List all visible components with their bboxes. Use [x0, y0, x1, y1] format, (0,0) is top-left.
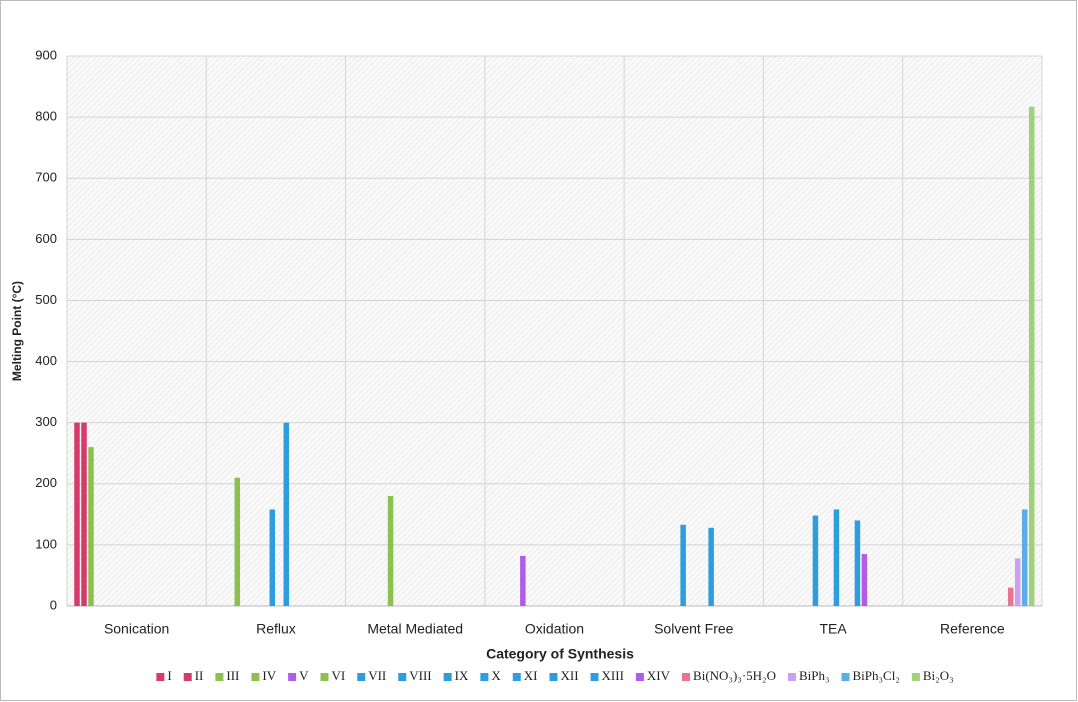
- bar: [854, 520, 861, 606]
- bar: [520, 555, 526, 606]
- legend-swatch: [512, 673, 521, 681]
- legend-swatch: [357, 673, 366, 681]
- plot-area: [67, 56, 1042, 606]
- legend-label: BiPh₃Cl₂: [853, 668, 900, 683]
- legend-label: VIII: [409, 668, 431, 683]
- legend-swatch: [635, 673, 644, 681]
- y-tick-label: 400: [35, 353, 57, 368]
- x-axis-title: Category of Synthesis: [486, 646, 634, 662]
- bar: [1007, 587, 1014, 606]
- legend-swatch: [841, 673, 850, 681]
- legend-swatch: [549, 673, 558, 681]
- bar: [1028, 106, 1035, 606]
- legend-swatch: [590, 673, 599, 681]
- legend-label: V: [299, 668, 309, 683]
- legend-swatch: [443, 673, 452, 681]
- legend: I II III IV V VI VII VIII IX X XI XII XIII XIV Bi(NO₃)…: [156, 668, 954, 683]
- legend-swatch: [480, 673, 489, 681]
- x-tick-label: Reference: [940, 621, 1005, 637]
- legend-swatch: [320, 673, 329, 681]
- bar: [680, 524, 686, 606]
- y-tick-label: 900: [35, 47, 57, 62]
- legend-label: Bi(NO₃)₃·5H₂O: [693, 668, 776, 683]
- legend-label: VI: [332, 668, 346, 683]
- legend-label: II: [195, 668, 204, 683]
- bar: [81, 422, 87, 606]
- bar: [1021, 509, 1028, 606]
- legend-swatch: [183, 673, 192, 681]
- y-tick-label: 500: [35, 292, 57, 307]
- legend-label: XIV: [647, 668, 671, 683]
- y-tick-label: 200: [35, 475, 57, 490]
- legend-swatch: [288, 673, 297, 681]
- bar: [1014, 558, 1021, 606]
- bar: [861, 554, 868, 606]
- legend-label: XIII: [602, 668, 624, 683]
- bar: [234, 477, 241, 606]
- x-tick-label: Oxidation: [525, 621, 584, 637]
- legend-label: IV: [262, 668, 276, 683]
- bar: [269, 509, 276, 606]
- legend-swatch: [398, 673, 407, 681]
- bar: [283, 422, 290, 606]
- legend-swatch: [682, 673, 691, 681]
- y-tick-label: 600: [35, 231, 57, 246]
- x-tick-label: Metal Mediated: [367, 621, 463, 637]
- bar: [88, 447, 94, 606]
- bar: [74, 422, 80, 606]
- x-tick-label: TEA: [819, 621, 847, 637]
- bar: [833, 509, 840, 606]
- x-tick-label: Reflux: [256, 621, 296, 637]
- legend-swatch: [251, 673, 260, 681]
- y-tick-label: 0: [50, 597, 57, 612]
- y-tick-label: 300: [35, 414, 57, 429]
- x-tick-label: Solvent Free: [654, 621, 734, 637]
- legend-swatch: [911, 673, 920, 681]
- legend-label: VII: [368, 668, 386, 683]
- bar: [812, 515, 819, 606]
- y-tick-label: 800: [35, 109, 57, 124]
- bar: [708, 527, 714, 606]
- legend-label: III: [226, 668, 239, 683]
- legend-label: XI: [524, 668, 538, 683]
- legend-label: XII: [560, 668, 578, 683]
- y-axis-title: Melting Point (°C): [10, 281, 24, 381]
- legend-label: Bi₂O₃: [923, 668, 954, 683]
- legend-swatch: [215, 673, 224, 681]
- legend-label: IX: [455, 668, 469, 683]
- legend-swatch: [156, 673, 165, 681]
- x-tick-label: Sonication: [104, 621, 169, 637]
- bar: [387, 496, 394, 606]
- y-tick-label: 700: [35, 170, 57, 185]
- legend-swatch: [787, 673, 796, 681]
- legend-label: BiPh₃: [799, 668, 830, 683]
- legend-label: I: [167, 668, 171, 683]
- y-tick-label: 100: [35, 536, 57, 551]
- legend-label: X: [491, 668, 501, 683]
